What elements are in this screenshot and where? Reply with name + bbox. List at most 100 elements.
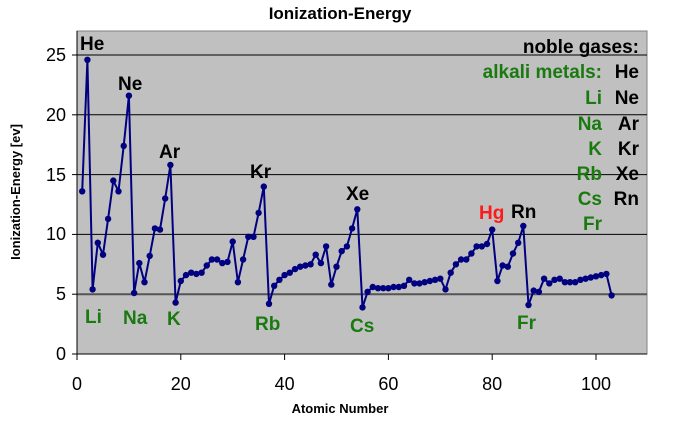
y-tick-labels: 0 5 10 15 20 25 bbox=[46, 45, 66, 364]
key-alkali-li: Li bbox=[585, 88, 602, 109]
key-noble-xe: Xe bbox=[616, 164, 639, 185]
key-alkali-cs: Cs bbox=[578, 189, 602, 210]
annotation-kr: Kr bbox=[250, 162, 272, 183]
data-point bbox=[156, 226, 164, 233]
data-series bbox=[79, 56, 615, 311]
x-tick-label: 60 bbox=[378, 374, 398, 394]
y-tick-label: 0 bbox=[56, 344, 66, 364]
data-point bbox=[291, 265, 299, 273]
y-ticks bbox=[72, 54, 77, 355]
data-point bbox=[530, 287, 537, 294]
y-tick-label: 10 bbox=[46, 224, 66, 244]
data-point bbox=[224, 258, 231, 266]
data-point bbox=[566, 279, 574, 286]
noble-gas-annotations: He Ne Ar Kr Xe Rn Hg bbox=[80, 34, 536, 224]
data-point bbox=[416, 280, 423, 287]
key-alkali-header: alkali metals: bbox=[483, 62, 602, 83]
data-point bbox=[250, 233, 257, 240]
data-point bbox=[577, 276, 584, 283]
data-point bbox=[104, 215, 112, 223]
data-point bbox=[286, 269, 293, 276]
y-tick-label: 25 bbox=[46, 45, 66, 65]
data-point bbox=[431, 276, 439, 283]
data-point bbox=[89, 286, 96, 293]
data-point bbox=[198, 269, 205, 276]
data-point bbox=[338, 247, 345, 255]
data-point bbox=[120, 142, 127, 150]
data-point bbox=[603, 270, 610, 278]
key-noble-he: He bbox=[615, 62, 639, 83]
data-point bbox=[494, 277, 501, 285]
data-point bbox=[333, 263, 340, 270]
data-point bbox=[177, 277, 184, 285]
data-point bbox=[188, 269, 195, 276]
data-point bbox=[551, 276, 558, 283]
data-point bbox=[146, 252, 153, 260]
key-noble-rn: Rn bbox=[614, 189, 639, 210]
data-point bbox=[509, 250, 517, 257]
data-point bbox=[457, 256, 465, 263]
data-point bbox=[193, 270, 200, 278]
y-tick-label: 5 bbox=[56, 284, 66, 304]
data-point bbox=[411, 280, 418, 287]
data-point bbox=[540, 275, 548, 282]
data-point bbox=[110, 177, 117, 184]
alkali-annotations: Li Na K Rb Cs Fr bbox=[85, 307, 537, 337]
data-point bbox=[395, 283, 402, 291]
annotation-hg: Hg bbox=[479, 203, 504, 224]
key-alkali-k: K bbox=[588, 139, 602, 160]
data-point bbox=[489, 226, 496, 233]
data-point bbox=[483, 240, 491, 248]
annotation-xe: Xe bbox=[346, 184, 369, 205]
data-point bbox=[348, 225, 356, 232]
data-point bbox=[572, 279, 579, 286]
data-point bbox=[515, 239, 522, 246]
data-point bbox=[447, 269, 454, 276]
data-point bbox=[437, 275, 444, 282]
data-point bbox=[239, 256, 247, 263]
key-alkali-rb: Rb bbox=[577, 164, 602, 185]
y-tick-label: 15 bbox=[46, 165, 66, 185]
x-axis-label: Atomic Number bbox=[292, 401, 389, 416]
data-point bbox=[125, 92, 133, 99]
data-point bbox=[598, 271, 605, 279]
data-point bbox=[281, 271, 288, 279]
data-point bbox=[255, 209, 262, 217]
data-point bbox=[354, 206, 361, 213]
data-point bbox=[359, 304, 366, 311]
element-key: noble gases: alkali metals: He Ne Ar Kr … bbox=[483, 37, 640, 235]
data-point bbox=[265, 300, 273, 307]
data-point bbox=[504, 263, 511, 270]
data-point bbox=[172, 299, 179, 306]
data-point bbox=[421, 279, 428, 286]
annotation-k: K bbox=[167, 309, 181, 330]
key-noble-header: noble gases: bbox=[523, 37, 639, 58]
data-point bbox=[374, 285, 382, 292]
annotation-rb: Rb bbox=[255, 314, 280, 335]
data-point bbox=[385, 285, 392, 292]
data-point bbox=[219, 259, 226, 267]
data-point bbox=[302, 262, 309, 269]
x-ticks bbox=[76, 354, 597, 360]
data-point bbox=[328, 281, 335, 288]
data-point bbox=[213, 256, 221, 263]
data-point bbox=[208, 256, 216, 263]
data-point bbox=[452, 261, 460, 268]
data-point bbox=[582, 275, 589, 282]
annotation-li: Li bbox=[85, 307, 102, 328]
data-point bbox=[245, 233, 252, 240]
data-point bbox=[525, 301, 532, 309]
annotation-ar: Ar bbox=[159, 142, 181, 163]
data-point bbox=[115, 188, 122, 195]
data-point bbox=[271, 282, 278, 289]
chart-title: Ionization-Energy bbox=[269, 4, 412, 23]
data-point bbox=[364, 288, 371, 295]
data-point bbox=[234, 279, 242, 286]
annotation-he: He bbox=[80, 34, 104, 55]
data-point bbox=[84, 56, 91, 63]
data-point bbox=[473, 243, 480, 250]
key-noble-kr: Kr bbox=[618, 139, 640, 160]
annotation-cs: Cs bbox=[350, 316, 374, 337]
data-point bbox=[297, 263, 304, 270]
